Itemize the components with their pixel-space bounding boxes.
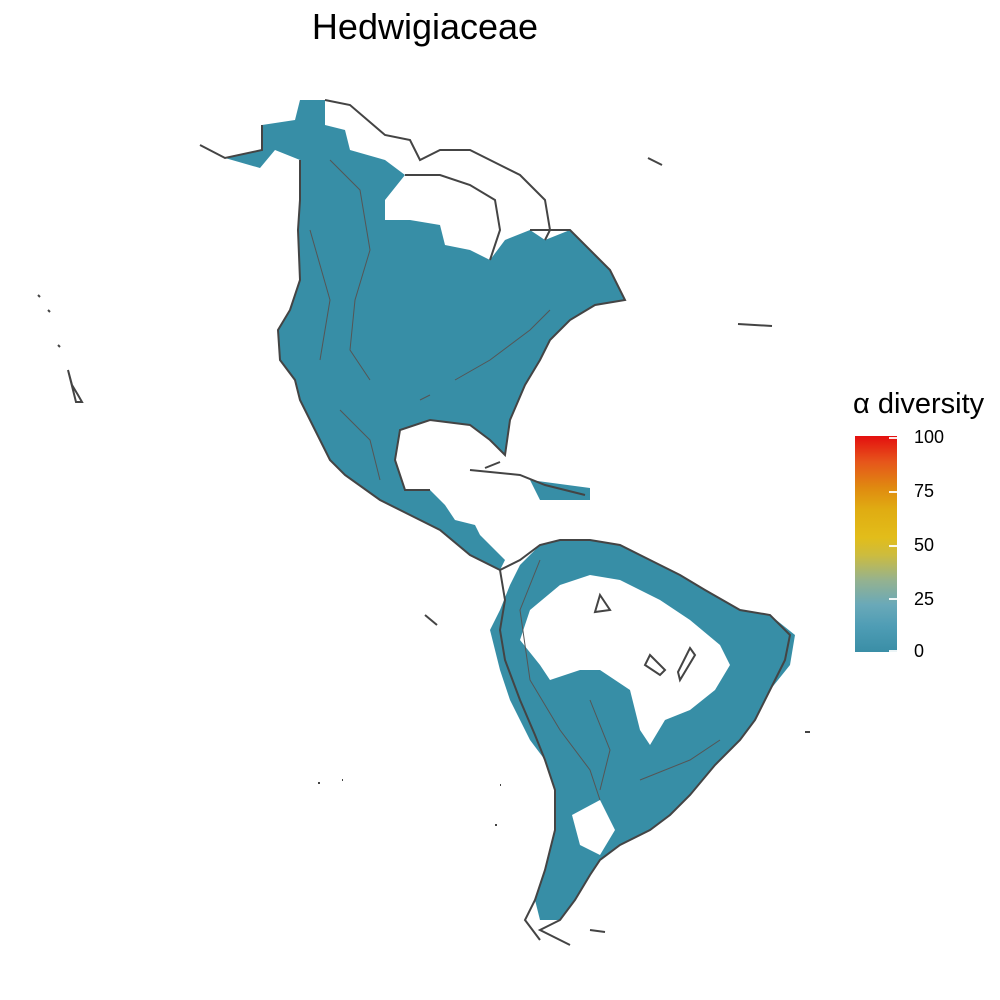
legend-tick-mark <box>889 491 897 493</box>
legend-tick-label: 0 <box>914 641 925 661</box>
legend-tick-label: 100 <box>914 427 945 447</box>
legend-title: α diversity <box>853 388 985 420</box>
north-america-richness-area <box>225 100 625 570</box>
map-title: Hedwigiaceae <box>311 6 539 47</box>
legend-tick-label: 25 <box>914 589 935 609</box>
legend-tick-label: 75 <box>914 481 935 501</box>
islands <box>37 157 810 933</box>
south-america-gap-area <box>520 575 730 745</box>
legend-color-bar <box>855 436 897 652</box>
coastline-outlines <box>199 99 792 946</box>
legend-tick-mark <box>889 598 897 600</box>
legend-tick-mark <box>889 437 897 439</box>
south-america-gap-south <box>572 800 615 855</box>
legend-tick-label: 50 <box>914 535 935 555</box>
legend-tick-mark <box>889 545 897 547</box>
legend-tick-mark <box>889 650 897 652</box>
biome-boundaries <box>309 159 721 801</box>
